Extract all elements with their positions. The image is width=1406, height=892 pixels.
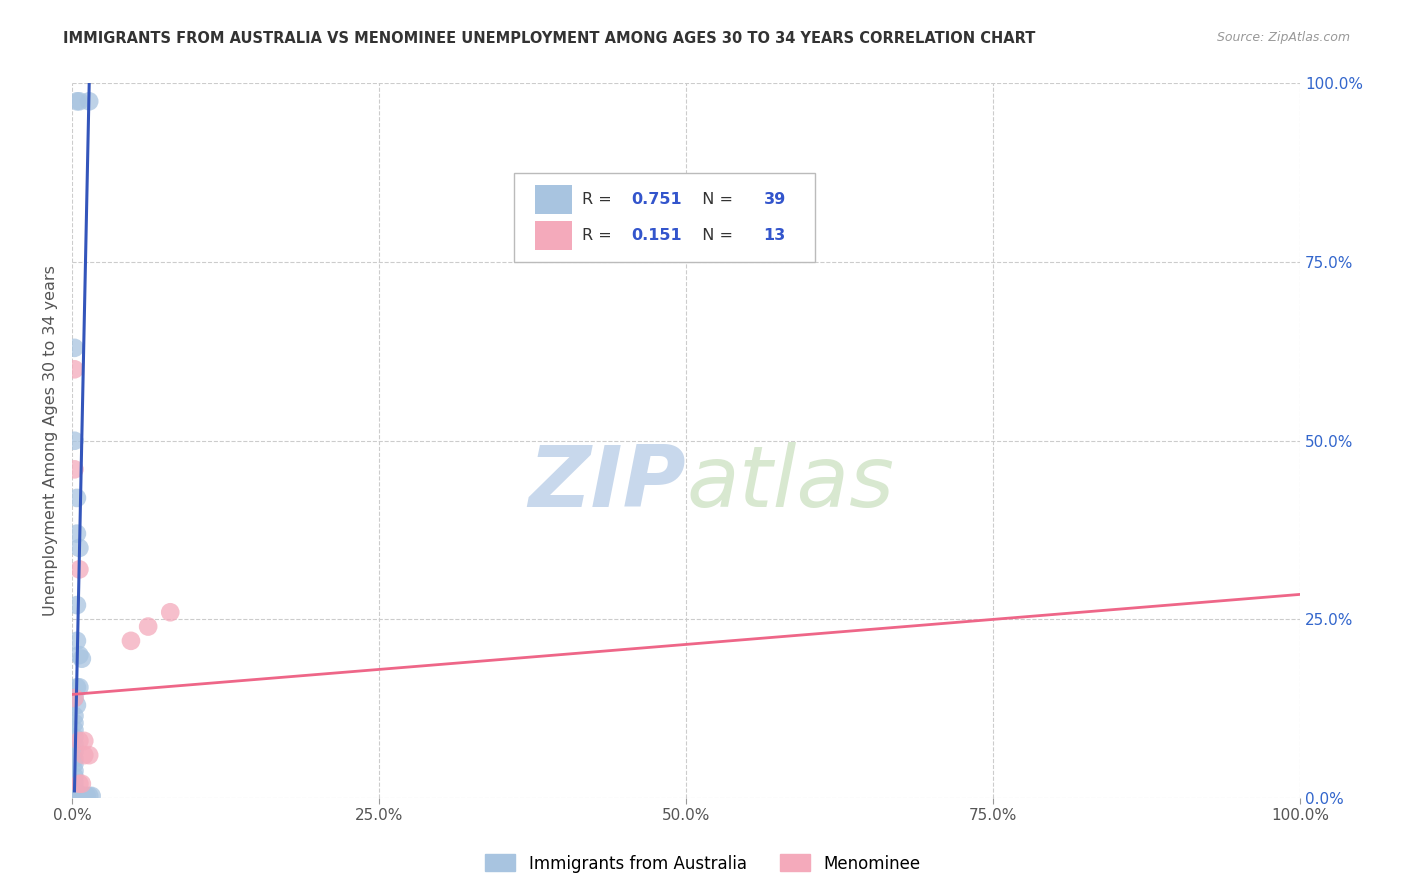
Point bbox=[63, 764, 86, 778]
Point bbox=[63, 434, 86, 448]
Point bbox=[63, 341, 86, 355]
Point bbox=[66, 598, 89, 612]
Point bbox=[63, 691, 86, 706]
Point bbox=[63, 731, 86, 745]
Point bbox=[63, 716, 86, 731]
Text: N =: N = bbox=[692, 228, 738, 243]
Text: N =: N = bbox=[692, 192, 738, 207]
Point bbox=[63, 780, 86, 795]
Point bbox=[67, 788, 90, 802]
Point bbox=[120, 633, 142, 648]
Text: IMMIGRANTS FROM AUSTRALIA VS MENOMINEE UNEMPLOYMENT AMONG AGES 30 TO 34 YEARS CO: IMMIGRANTS FROM AUSTRALIA VS MENOMINEE U… bbox=[63, 31, 1036, 46]
Point bbox=[77, 748, 100, 763]
Text: 39: 39 bbox=[763, 192, 786, 207]
Point bbox=[63, 738, 86, 752]
Point bbox=[73, 748, 96, 763]
Point bbox=[70, 789, 93, 803]
Point bbox=[63, 709, 86, 723]
Text: 0.151: 0.151 bbox=[631, 228, 682, 243]
Point bbox=[63, 362, 86, 376]
Point bbox=[159, 605, 181, 619]
Point bbox=[66, 491, 89, 505]
Y-axis label: Unemployment Among Ages 30 to 34 years: Unemployment Among Ages 30 to 34 years bbox=[44, 265, 58, 616]
Text: Source: ZipAtlas.com: Source: ZipAtlas.com bbox=[1216, 31, 1350, 45]
Point bbox=[67, 95, 90, 109]
Point bbox=[70, 777, 93, 791]
Point bbox=[67, 648, 90, 662]
Point bbox=[70, 651, 93, 665]
Point bbox=[67, 681, 90, 695]
Point bbox=[63, 789, 86, 803]
Point bbox=[66, 785, 89, 799]
FancyBboxPatch shape bbox=[534, 221, 572, 250]
Text: 13: 13 bbox=[763, 228, 786, 243]
Point bbox=[63, 785, 86, 799]
Point bbox=[63, 745, 86, 759]
Point bbox=[77, 789, 100, 803]
Point bbox=[66, 698, 89, 713]
Legend: Immigrants from Australia, Menominee: Immigrants from Australia, Menominee bbox=[479, 847, 927, 880]
Point bbox=[67, 541, 90, 555]
FancyBboxPatch shape bbox=[515, 173, 815, 262]
FancyBboxPatch shape bbox=[534, 185, 572, 214]
Point bbox=[80, 789, 103, 803]
Point bbox=[66, 633, 89, 648]
Point bbox=[63, 723, 86, 738]
Point bbox=[67, 777, 90, 791]
Point bbox=[63, 775, 86, 789]
Text: R =: R = bbox=[582, 228, 616, 243]
Point bbox=[73, 789, 96, 803]
Point bbox=[67, 789, 90, 803]
Point bbox=[63, 752, 86, 766]
Point bbox=[76, 789, 98, 803]
Point bbox=[66, 95, 89, 109]
Point bbox=[63, 462, 86, 476]
Text: R =: R = bbox=[582, 192, 616, 207]
Point bbox=[63, 770, 86, 784]
Point bbox=[66, 526, 89, 541]
Text: atlas: atlas bbox=[686, 442, 894, 525]
Point bbox=[63, 691, 86, 706]
Point bbox=[136, 619, 159, 633]
Point bbox=[67, 734, 90, 748]
Point bbox=[66, 789, 89, 803]
Point bbox=[67, 562, 90, 576]
Text: ZIP: ZIP bbox=[529, 442, 686, 525]
Point bbox=[73, 734, 96, 748]
Point bbox=[63, 756, 86, 771]
Text: 0.751: 0.751 bbox=[631, 192, 682, 207]
Point bbox=[66, 681, 89, 695]
Point bbox=[77, 95, 100, 109]
